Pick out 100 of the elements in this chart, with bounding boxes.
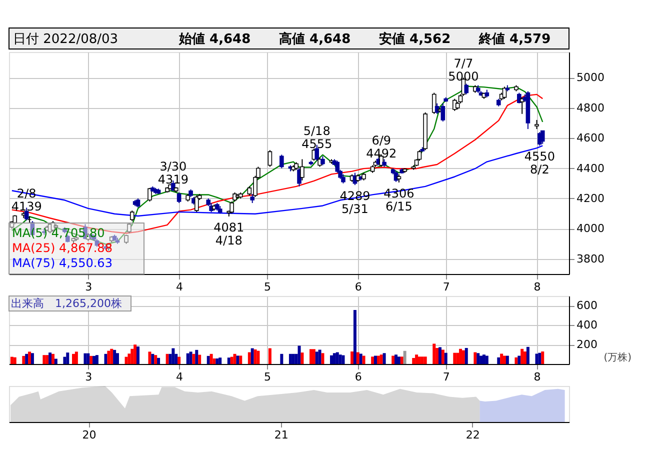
bar xyxy=(298,346,301,364)
text: 終値 4,579 xyxy=(478,32,551,47)
bar xyxy=(524,351,527,364)
bar xyxy=(230,356,234,364)
x-tick-label: 20 xyxy=(82,428,96,442)
candlestick xyxy=(127,222,132,234)
x-tick-label: 4 xyxy=(176,280,184,294)
y-tick-label: 200 xyxy=(576,338,598,352)
bar xyxy=(424,356,427,364)
bar xyxy=(84,353,87,364)
x-tick-label: 21 xyxy=(274,428,288,442)
bar xyxy=(46,355,49,364)
annotation: 6/9 4492 xyxy=(366,133,397,160)
candlestick xyxy=(250,193,254,204)
bar xyxy=(236,356,240,364)
bar xyxy=(350,351,354,364)
bar xyxy=(526,346,530,364)
x-tick-label: 5 xyxy=(264,370,272,384)
series-label: MA(5) 4,705.80 xyxy=(12,226,105,240)
bar xyxy=(28,352,32,364)
bar xyxy=(113,350,116,364)
bar xyxy=(86,353,90,364)
bar xyxy=(116,353,119,364)
text: 高値 4,648 xyxy=(279,31,351,47)
candlestick xyxy=(230,201,234,214)
candlestick xyxy=(280,154,284,169)
bar xyxy=(538,352,542,364)
bar xyxy=(400,356,404,364)
x-tick-label: 7 xyxy=(442,370,450,384)
bar xyxy=(136,346,140,364)
x-tick-label: 5 xyxy=(264,280,272,294)
bar xyxy=(134,344,137,364)
bar xyxy=(48,352,52,364)
bar xyxy=(288,354,292,364)
bar xyxy=(321,353,324,364)
bar xyxy=(441,350,444,364)
bar xyxy=(444,352,448,364)
bar xyxy=(500,354,504,364)
bar xyxy=(392,356,395,364)
bar xyxy=(292,354,295,364)
x-tick-label: 6 xyxy=(354,280,362,294)
bar xyxy=(157,358,160,364)
bar xyxy=(63,356,66,364)
bar xyxy=(95,355,98,364)
bar xyxy=(186,353,190,364)
bar xyxy=(380,354,383,364)
bar xyxy=(25,354,28,364)
x-tick-label: 3 xyxy=(85,370,92,384)
bar xyxy=(218,358,222,364)
bar xyxy=(464,348,468,364)
bar xyxy=(403,350,406,364)
candlestick xyxy=(124,234,128,244)
candlestick xyxy=(176,192,182,204)
x-tick-label: 6 xyxy=(354,370,362,384)
candlestick xyxy=(464,83,469,95)
bar xyxy=(51,354,54,364)
bar xyxy=(362,356,366,364)
bar xyxy=(256,350,260,364)
bar xyxy=(206,356,210,364)
candlestick xyxy=(534,119,539,130)
annotation: 出来高 1,265,200株 xyxy=(11,297,122,310)
bar xyxy=(74,352,78,364)
bar xyxy=(359,354,362,364)
bar xyxy=(250,348,254,364)
bar xyxy=(502,356,506,364)
bar xyxy=(148,352,152,364)
y-tick-label: 4000 xyxy=(576,222,604,236)
annotation: 5/18 4555 xyxy=(302,124,332,151)
bar xyxy=(248,352,251,364)
bar xyxy=(198,354,202,364)
bar xyxy=(110,348,114,364)
bar xyxy=(212,358,216,364)
bar xyxy=(315,352,318,364)
y-tick-label: 3800 xyxy=(576,252,604,266)
x-tick-label: 3 xyxy=(85,280,92,294)
bar xyxy=(506,356,509,364)
text: MA(75) 4,550.63 xyxy=(12,256,112,270)
y-tick-label: 600 xyxy=(576,299,598,312)
bar xyxy=(432,344,436,364)
candlestick xyxy=(320,156,325,166)
bar xyxy=(151,354,154,364)
bar xyxy=(476,353,480,364)
y-tick-label: 4200 xyxy=(576,192,604,205)
bar xyxy=(227,358,230,364)
bar xyxy=(394,354,398,364)
bar xyxy=(239,356,242,364)
bar xyxy=(178,356,181,364)
bar xyxy=(300,352,304,364)
bar xyxy=(154,355,158,364)
bar xyxy=(66,352,70,364)
bar xyxy=(54,358,58,364)
x-tick-label: 7 xyxy=(442,280,450,294)
bar xyxy=(436,348,439,364)
candlestick xyxy=(432,92,436,114)
bar xyxy=(541,351,544,364)
bar xyxy=(474,352,477,364)
bar xyxy=(412,358,416,364)
bar xyxy=(497,357,500,364)
bar xyxy=(13,357,16,364)
bar xyxy=(268,348,272,364)
